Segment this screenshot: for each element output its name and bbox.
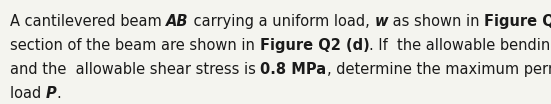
Text: section of the beam are shown in: section of the beam are shown in: [10, 38, 260, 53]
Text: Figure Q2 (d): Figure Q2 (d): [260, 38, 369, 53]
Text: , determine the maximum permissible value of the: , determine the maximum permissible valu…: [327, 62, 551, 77]
Text: carrying a uniform load,: carrying a uniform load,: [189, 14, 374, 29]
Text: AB: AB: [166, 14, 189, 29]
Text: 0.8 MPa: 0.8 MPa: [261, 62, 327, 77]
Text: load: load: [10, 86, 46, 101]
Text: . If  the allowable bending stress is: . If the allowable bending stress is: [369, 38, 551, 53]
Text: and the  allowable shear stress is: and the allowable shear stress is: [10, 62, 261, 77]
Text: A cantilevered beam: A cantilevered beam: [10, 14, 166, 29]
Text: as shown in: as shown in: [388, 14, 484, 29]
Text: Figure Q2 (c): Figure Q2 (c): [484, 14, 551, 29]
Text: w: w: [374, 14, 388, 29]
Text: .: .: [57, 86, 61, 101]
Text: P: P: [46, 86, 57, 101]
